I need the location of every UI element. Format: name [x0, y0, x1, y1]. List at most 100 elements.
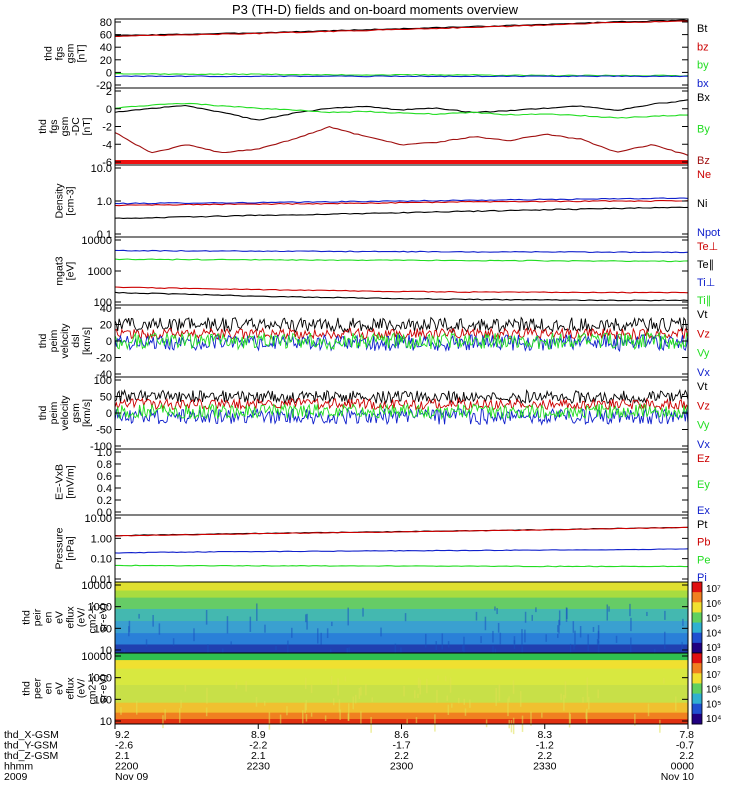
heatmap-texture: [304, 677, 307, 689]
series-bz-line: [115, 20, 689, 38]
colorbar-label: 10⁸: [706, 655, 721, 666]
series-npot-line: [114, 197, 689, 205]
y-tick-label: -50: [96, 425, 112, 437]
heatmap-texture: [664, 610, 666, 620]
heatmap-texture: [205, 610, 208, 625]
heatmap-texture: [344, 676, 347, 682]
heatmap-texture: [178, 708, 181, 723]
y-tick-label: -40: [96, 369, 112, 381]
heatmap-texture: [205, 707, 208, 717]
heatmap-texture: [403, 685, 405, 697]
heatmap-texture: [495, 687, 497, 706]
heatmap-texture: [360, 686, 362, 696]
heatmap-band: [115, 660, 688, 670]
y-axis-label-line: thd: [21, 681, 33, 696]
y-tick-label: 60: [100, 30, 112, 42]
heatmap-texture: [434, 714, 436, 732]
legend-ti: Ti∥: [697, 295, 711, 307]
y-tick-label: 1000: [88, 266, 112, 278]
heatmap-band: [115, 668, 688, 686]
axis-row-label: 2009: [4, 771, 28, 783]
x-tick-label: 0000: [671, 761, 695, 773]
heatmap-texture: [579, 626, 582, 638]
heatmap-texture: [682, 618, 684, 626]
heatmap-texture: [524, 611, 527, 623]
heatmap-texture: [541, 712, 543, 718]
heatmap-texture: [152, 614, 154, 627]
series-pb-line: [115, 526, 689, 537]
y-tick-label: 80: [100, 17, 112, 29]
heatmap-texture: [606, 604, 609, 621]
heatmap-texture: [545, 634, 547, 642]
y-tick-label: 0.0: [97, 507, 112, 519]
heatmap-texture: [333, 698, 335, 706]
heatmap-texture: [138, 613, 140, 619]
heatmap-texture: [264, 700, 266, 706]
colorbar-segment: [692, 663, 702, 674]
legend-bx: Bx: [697, 92, 710, 104]
heatmap-texture: [463, 698, 466, 705]
heatmap-band: [115, 684, 688, 704]
panel-10: 10⁸ 10⁷ 10⁶ 10⁵ 10⁴ 10000 1000 100 10 thd peer en eV…: [21, 651, 721, 735]
series-pi-line: [114, 548, 689, 554]
heatmap-texture: [339, 709, 341, 720]
y-axis-label-line: sr-eV): [98, 674, 110, 703]
y-axis-label-line: eflux: [65, 606, 77, 629]
colorbar-segment: [692, 713, 702, 725]
y-tick-label: 50: [100, 392, 112, 404]
heatmap-texture: [287, 640, 289, 658]
x-tick-label: -0.7: [676, 740, 694, 752]
y-tick-label: 10: [100, 716, 112, 728]
heatmap-texture: [597, 625, 600, 639]
series-by-line: [114, 72, 689, 77]
series-bx-line: [114, 99, 689, 121]
heatmap-texture: [558, 610, 561, 626]
y-axis-label-line: en: [43, 683, 55, 695]
heatmap-texture: [451, 703, 453, 708]
heatmap-texture: [310, 712, 313, 717]
heatmap-texture: [245, 681, 247, 692]
heatmap-texture: [414, 690, 416, 699]
heatmap-band: [115, 719, 688, 725]
y-tick-label: -2: [102, 122, 112, 134]
y-tick-label: 20: [100, 320, 112, 332]
heatmap-texture: [569, 643, 572, 658]
legend-ne: Ne: [697, 169, 711, 181]
heatmap-texture: [497, 622, 500, 633]
panel-6: 100 50 0 -50 -100 thd peim velocity gsm [km/s] Vt V…: [37, 375, 710, 453]
heatmap-texture: [597, 640, 600, 659]
colorbar-segment: [692, 703, 702, 715]
legend-ti: Ti⊥: [697, 277, 715, 289]
heatmap-texture: [510, 720, 513, 733]
series-ne-line: [114, 200, 689, 207]
heatmap-texture: [512, 680, 515, 694]
legend-ez: Ez: [697, 453, 710, 465]
x-tick-label: 2230: [247, 761, 271, 773]
heatmap-texture: [634, 713, 636, 726]
colorbar-segment: [692, 582, 702, 593]
y-axis-label-line: peir: [32, 608, 44, 626]
colorbar-label: 10⁶: [706, 685, 721, 696]
y-axis-label: Density [cm-3]: [54, 183, 77, 219]
y-axis-label-line: [nT]: [76, 44, 88, 62]
heatmap-texture: [145, 639, 148, 647]
legend-by: by: [697, 60, 709, 72]
axis-row-label: thd_Z-GSM: [4, 750, 58, 762]
colorbar-label: 10⁵: [706, 699, 721, 710]
heatmap-texture: [352, 696, 355, 710]
heatmap-texture: [558, 619, 560, 634]
heatmap-texture: [370, 717, 372, 733]
heatmap-texture: [316, 628, 319, 644]
x-tick-label: 2.1: [115, 750, 130, 762]
series-vt-line: [114, 316, 689, 334]
y-axis-label-line: peim: [48, 329, 60, 352]
series-pe-line: [115, 564, 688, 568]
heatmap-texture: [535, 607, 537, 613]
heatmap-texture: [587, 634, 589, 652]
heatmap-band: [115, 712, 688, 720]
y-tick-label: 1.00: [91, 533, 112, 545]
heatmap-texture: [608, 606, 610, 612]
x-tick-label: 2.2: [537, 750, 552, 762]
